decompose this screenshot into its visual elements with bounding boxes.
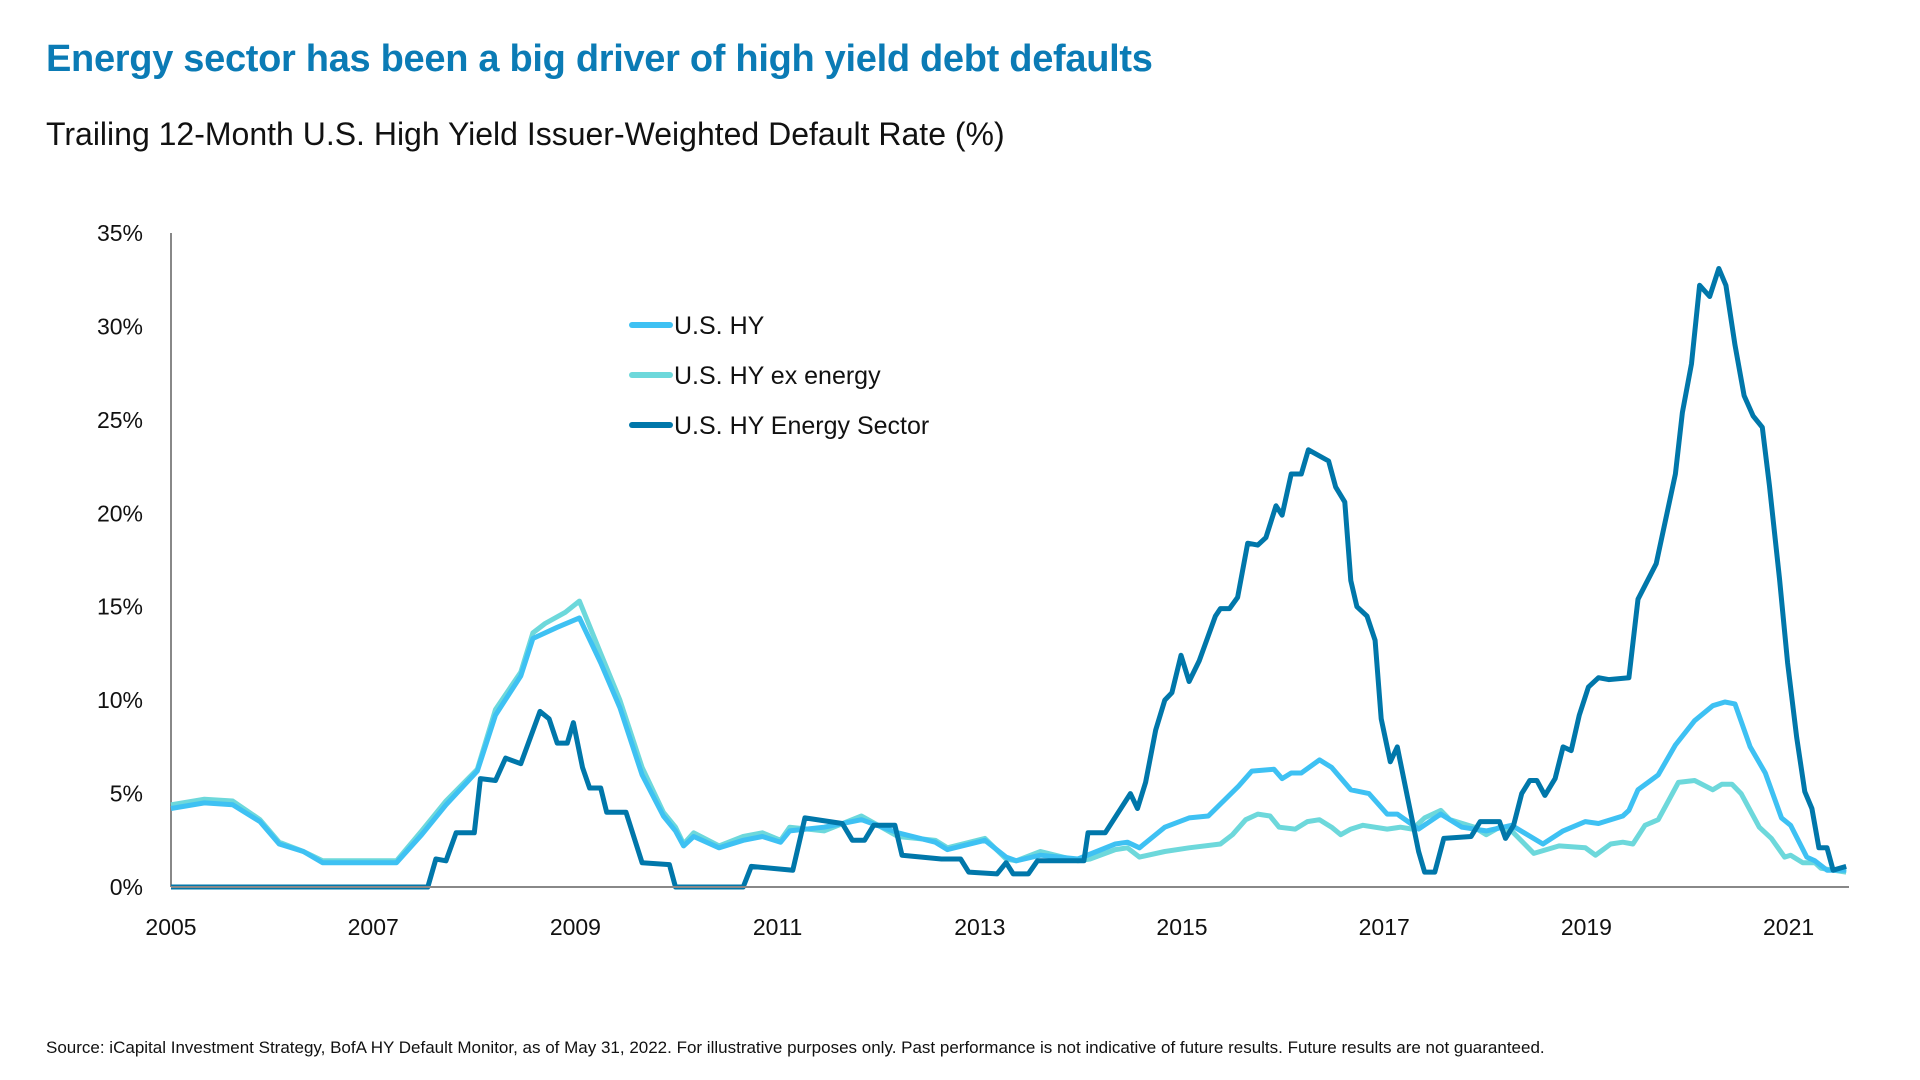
series-line-u-s-hy-ex-energy	[170, 598, 1847, 875]
page-title: Energy sector has been a big driver of h…	[46, 38, 1153, 80]
legend-item: U.S. HY ex energy	[629, 362, 881, 390]
x-axis-ticks: 2005 2007 2009 2011 2013 2015 2017 2019 2021	[145, 914, 1814, 940]
x-tick-label: 2007	[348, 914, 399, 940]
series-lines	[170, 266, 1847, 890]
y-tick-label: 5%	[110, 781, 143, 807]
y-tick-label: 30%	[97, 313, 143, 339]
y-tick-label: 10%	[97, 687, 143, 713]
y-tick-label: 15%	[97, 594, 143, 620]
x-tick-label: 2017	[1359, 914, 1410, 940]
legend-label: U.S. HY Energy Sector	[674, 412, 929, 440]
x-tick-label: 2021	[1763, 914, 1814, 940]
chart-subtitle: Trailing 12-Month U.S. High Yield Issuer…	[46, 116, 1005, 152]
source-note: Source: iCapital Investment Strategy, Bo…	[46, 1038, 1545, 1057]
legend-label: U.S. HY	[674, 312, 765, 340]
series-line-u-s-hy	[170, 615, 1847, 873]
series-line-u-s-hy-energy-sector	[171, 266, 1847, 890]
x-tick-label: 2009	[550, 914, 601, 940]
x-tick-label: 2013	[954, 914, 1005, 940]
legend: U.S. HY U.S. HY ex energy U.S. HY Energy S…	[629, 312, 929, 440]
legend-item: U.S. HY	[629, 312, 765, 340]
y-axis-ticks: 0% 5% 10% 15% 20% 25% 30% 35%	[97, 220, 143, 900]
x-tick-label: 2005	[145, 914, 196, 940]
legend-label: U.S. HY ex energy	[674, 362, 881, 390]
x-tick-label: 2011	[753, 914, 802, 940]
y-tick-label: 25%	[97, 407, 143, 433]
y-tick-label: 20%	[97, 500, 143, 526]
x-tick-label: 2019	[1561, 914, 1612, 940]
legend-item: U.S. HY Energy Sector	[629, 412, 929, 440]
x-tick-label: 2015	[1156, 914, 1207, 940]
y-tick-label: 0%	[110, 874, 143, 900]
y-tick-label: 35%	[97, 220, 143, 246]
